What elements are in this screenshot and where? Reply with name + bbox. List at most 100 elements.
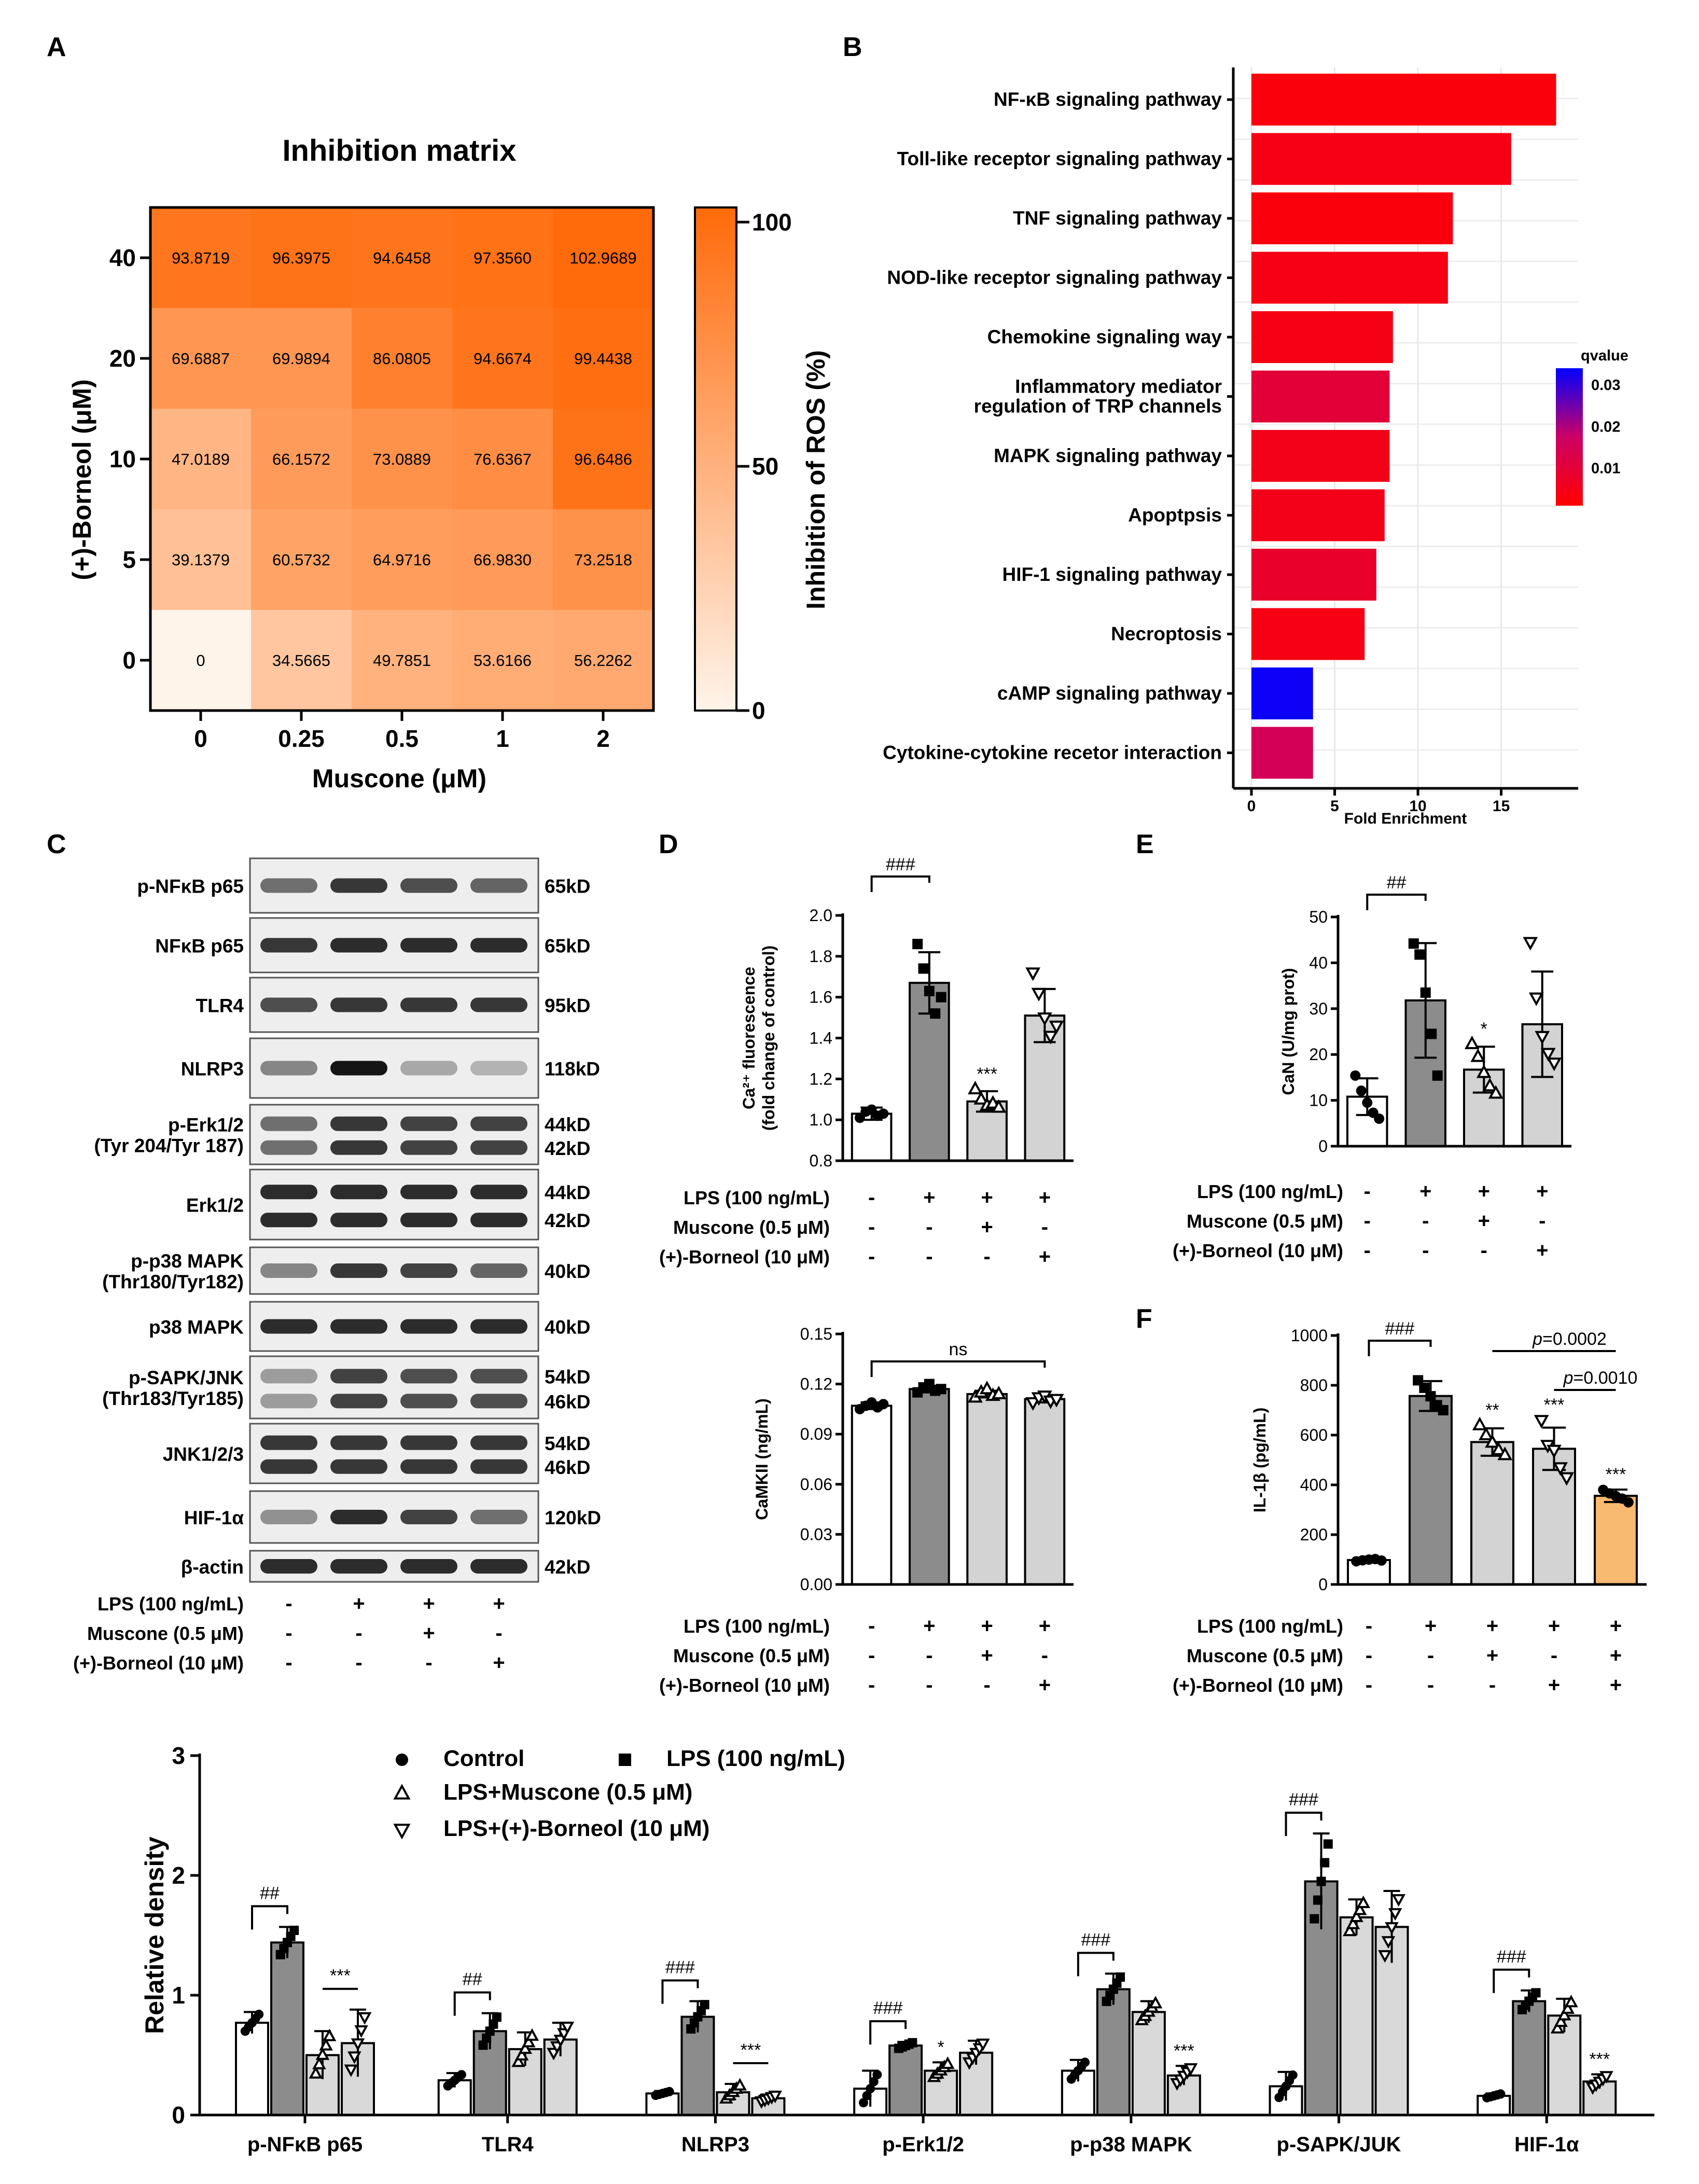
blot-band [400, 1263, 457, 1278]
y-tick-label: 10 [1309, 1091, 1328, 1110]
heatmap-cell-value: 86.0805 [373, 350, 431, 368]
data-point [312, 2056, 326, 2069]
significance-bracket [453, 1991, 491, 2016]
data-point [1554, 2014, 1568, 2027]
density-bar [1339, 1916, 1374, 2117]
blot-protein-label: Erk1/2 [186, 1195, 244, 1216]
y-tick-label: 0.15 [800, 1325, 832, 1343]
data-point [1464, 1035, 1480, 1049]
y-tick-label: 400 [1300, 1476, 1328, 1494]
treatment-label: Muscone (0.5 μM) [1187, 1211, 1343, 1232]
treatment-sign: + [1039, 1615, 1051, 1637]
significance-label: ## [1387, 873, 1406, 893]
data-point [1491, 1441, 1507, 1455]
data-point [1531, 1988, 1541, 1998]
heatmap-cell [150, 308, 251, 409]
blot-protein-label: NFκB p65 [155, 936, 244, 957]
treatment-label: LPS (100 ng/mL) [1197, 1181, 1343, 1202]
enrichment-category-label: regulation of TRP channels [974, 396, 1222, 417]
treatment-sign: + [1039, 1186, 1051, 1209]
heatmap-cell-value: 102.9689 [569, 249, 636, 267]
enrichment-category-label: Apoptpsis [1128, 505, 1222, 526]
blot-band [330, 1061, 387, 1076]
heatmap-cell [553, 308, 653, 409]
blot-kd-label: 44kD [545, 1182, 590, 1203]
y-axis-label: (fold change of control) [759, 945, 778, 1131]
bar [1024, 1398, 1066, 1586]
blot-band [330, 1140, 387, 1155]
y-tick-label: 800 [1300, 1376, 1328, 1395]
data-point [1488, 1085, 1503, 1099]
treatment-sign: - [926, 1216, 932, 1239]
blot-band [330, 997, 387, 1012]
blot-band [400, 1459, 457, 1474]
data-point [1470, 1048, 1486, 1062]
blot-band [470, 1559, 527, 1574]
blot-band [260, 1213, 317, 1228]
blot-band [470, 1116, 527, 1131]
significance-label: * [938, 2037, 944, 2057]
data-point [1310, 1914, 1319, 1924]
heatmap-cell [251, 610, 352, 711]
panel-label-b: B [843, 32, 862, 62]
heatmap-cell-value: 73.0889 [373, 450, 431, 468]
treatment-sign: - [983, 1674, 990, 1696]
blot-band [470, 1140, 527, 1155]
enrichment-category-label: NF-κB signaling pathway [994, 89, 1222, 110]
colorbar-tick-label: 100 [752, 208, 792, 235]
blot-band [260, 1559, 317, 1574]
density-category-label: p-SAPK/JUK [1277, 2133, 1401, 2156]
heatmap-cell-value: 69.9894 [272, 350, 330, 368]
significance-bracket [1493, 1968, 1530, 1993]
y-axis-label: CaN (U/mg prot) [1279, 968, 1298, 1095]
enrichment-bar [1251, 489, 1385, 541]
y-tick-label: 3 [172, 1742, 185, 1769]
y-tick-label: 0 [1318, 1575, 1328, 1594]
heatmap-cell-value: 49.7851 [373, 651, 431, 670]
blot-band [330, 1510, 387, 1524]
data-point [1547, 1444, 1562, 1458]
enrichment-category-label: Necroptosis [1111, 623, 1222, 645]
p-value-number: =0.0010 [1573, 1368, 1638, 1388]
data-point [664, 2086, 674, 2096]
blot-band [260, 997, 317, 1012]
y-tick-label: 1.0 [810, 1110, 832, 1129]
colorbar-tick-label: 0 [752, 697, 765, 724]
data-point [991, 1099, 1007, 1113]
legend-label: LPS+Muscone (0.5 μM) [443, 1779, 692, 1805]
y-tick-label: 40 [1309, 953, 1328, 972]
panel-label-f: F [1136, 1304, 1152, 1334]
blot-kd-label: 65kD [545, 876, 590, 897]
significance-label: *** [1589, 2049, 1610, 2069]
y-tick-label: 0 [1318, 1137, 1328, 1156]
heatmap-cell [553, 409, 653, 509]
treatment-sign: - [285, 1651, 292, 1674]
treatment-sign: - [355, 1651, 362, 1674]
bar [966, 1393, 1008, 1585]
data-point [1438, 1405, 1449, 1415]
treatment-sign: + [981, 1615, 993, 1637]
heatmap-cell-value: 64.9716 [373, 551, 431, 569]
enrichment-x-tick-label: 5 [1330, 798, 1339, 815]
density-category-label: NLRP3 [681, 2133, 749, 2156]
data-point [322, 2028, 337, 2041]
blot-protein-label: NLRP3 [181, 1059, 244, 1080]
data-point [1376, 1555, 1387, 1566]
blot-protein-label: p38 MAPK [149, 1317, 244, 1338]
blot-kd-label: 40kD [545, 1317, 590, 1338]
treatment-sign: - [355, 1622, 362, 1645]
treatment-sign: - [1366, 1674, 1372, 1696]
treatment-label: (+)-Borneol (10 μM) [659, 1246, 830, 1268]
data-point [1183, 2063, 1198, 2076]
enrichment-bar [1251, 74, 1556, 126]
heatmap-cell [150, 610, 251, 711]
y-tick-label: 1.4 [810, 1029, 832, 1048]
blot-band [470, 1394, 527, 1409]
data-point [979, 1381, 995, 1395]
bar [851, 1404, 893, 1585]
western-blot-panel: p-NFκB p65 65kD NFκB p65 65kD TLR4 95kD NLRP3 1… [73, 857, 601, 1674]
treatment-sign: + [1610, 1674, 1622, 1696]
y-tick-label: 2 [172, 1862, 185, 1889]
